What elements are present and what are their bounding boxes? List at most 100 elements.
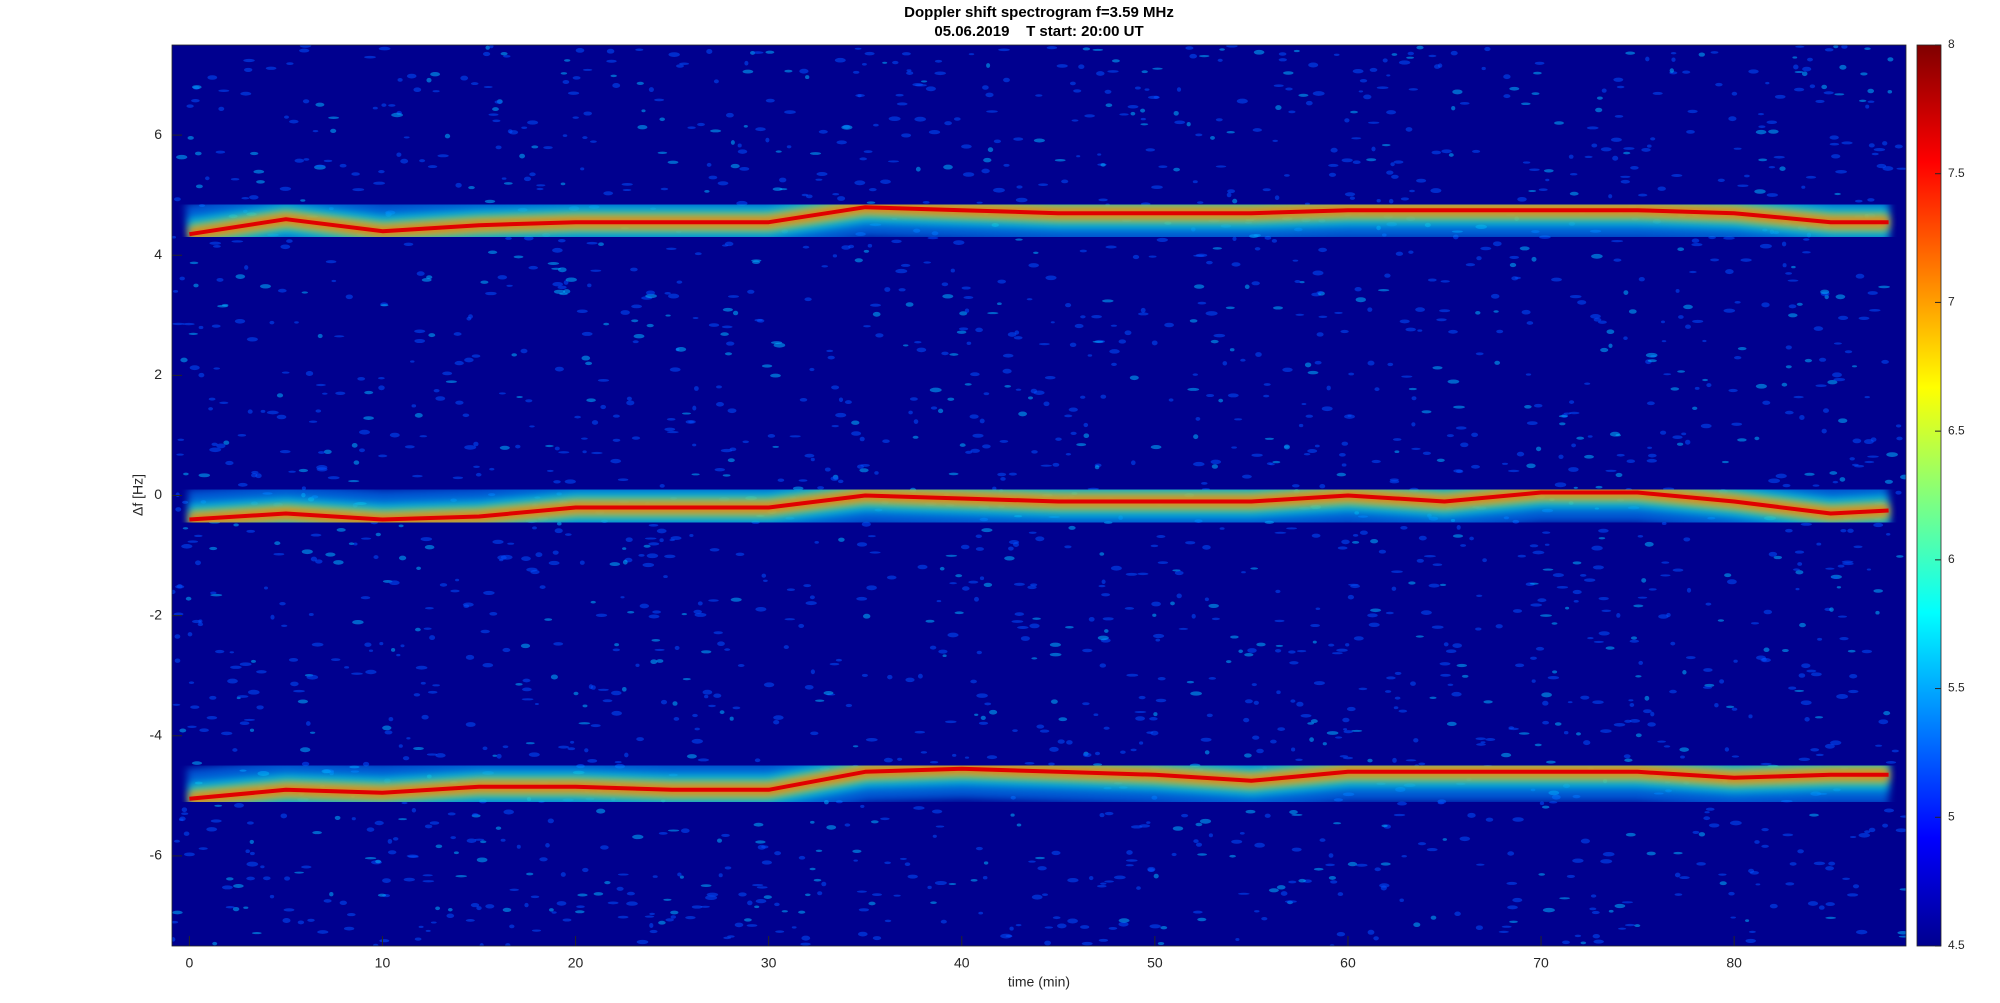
speckle — [1795, 570, 1804, 575]
speckle — [1097, 635, 1109, 641]
speckle — [701, 650, 712, 654]
speckle — [803, 584, 812, 588]
speckle — [211, 442, 218, 446]
speckle — [1100, 882, 1107, 885]
colorbar-tick-label: 6.5 — [1948, 423, 1965, 437]
speckle — [864, 51, 875, 56]
speckle — [1789, 862, 1797, 866]
speckle — [1755, 129, 1767, 135]
speckle — [1398, 709, 1408, 713]
speckle — [944, 121, 952, 126]
speckle — [1065, 626, 1074, 629]
speckle — [1150, 544, 1159, 548]
speckle — [552, 281, 564, 287]
speckle — [323, 159, 333, 163]
speckle — [1103, 726, 1110, 730]
speckle — [1601, 609, 1612, 612]
speckle — [681, 412, 692, 415]
speckle — [1010, 813, 1015, 817]
speckle — [1328, 853, 1334, 858]
speckle — [821, 265, 829, 268]
speckle — [1595, 107, 1603, 113]
speckle — [1501, 925, 1512, 928]
speckle — [612, 414, 620, 418]
speckle — [1138, 741, 1144, 745]
speckle — [870, 820, 879, 824]
speckle — [978, 911, 984, 915]
speckle — [873, 123, 879, 127]
speckle — [562, 918, 572, 922]
speckle — [882, 61, 888, 64]
speckle — [462, 413, 470, 418]
speckle — [1415, 307, 1425, 312]
speckle — [300, 747, 311, 753]
speckle — [175, 492, 180, 497]
speckle — [580, 167, 585, 171]
speckle — [1674, 872, 1681, 878]
speckle — [610, 458, 622, 464]
speckle — [1003, 77, 1010, 83]
speckle — [1312, 270, 1324, 276]
speckle — [1004, 385, 1012, 388]
speckle — [676, 280, 683, 284]
speckle — [1352, 68, 1364, 74]
speckle — [526, 872, 534, 876]
speckle — [895, 93, 904, 97]
speckle — [547, 818, 554, 824]
speckle — [1390, 162, 1395, 167]
speckle — [247, 409, 253, 414]
speckle — [505, 943, 511, 946]
speckle — [772, 187, 783, 191]
speckle — [450, 589, 460, 593]
speckle — [1386, 74, 1391, 77]
speckle — [1157, 561, 1169, 564]
speckle — [1336, 648, 1348, 652]
speckle — [543, 146, 553, 150]
speckle — [767, 434, 776, 438]
speckle — [1319, 838, 1326, 842]
speckle — [1284, 900, 1297, 903]
speckle — [479, 840, 487, 844]
speckle — [817, 891, 823, 896]
speckle — [1670, 387, 1680, 391]
speckle — [1211, 617, 1220, 621]
speckle — [869, 551, 881, 554]
speckle — [737, 664, 745, 667]
speckle — [315, 409, 322, 413]
speckle — [389, 432, 400, 438]
speckle — [1882, 823, 1889, 828]
speckle — [186, 104, 194, 108]
speckle — [1033, 390, 1045, 395]
speckle — [930, 406, 938, 410]
speckle — [217, 304, 229, 308]
speckle — [1378, 549, 1387, 554]
speckle — [948, 882, 957, 886]
speckle — [328, 116, 340, 120]
speckle — [1082, 702, 1090, 706]
speckle — [1593, 640, 1604, 643]
speckle — [1384, 273, 1391, 278]
speckle — [1900, 474, 1906, 480]
speckle — [1731, 91, 1738, 96]
speckle — [804, 297, 812, 302]
speckle — [643, 544, 651, 548]
speckle — [198, 325, 204, 330]
speckle — [1558, 415, 1568, 418]
speckle — [884, 861, 891, 865]
speckle — [301, 291, 309, 294]
speckle — [974, 596, 979, 602]
speckle — [521, 698, 534, 701]
speckle — [763, 895, 772, 899]
speckle — [465, 654, 475, 660]
speckle — [1416, 558, 1424, 563]
speckle — [1876, 163, 1887, 169]
speckle — [428, 333, 436, 338]
speckle — [1650, 137, 1656, 141]
speckle — [1700, 423, 1712, 429]
speckle — [841, 245, 851, 250]
speckle — [1788, 304, 1797, 309]
speckle — [1650, 711, 1655, 717]
speckle — [1437, 63, 1443, 68]
speckle — [1027, 396, 1034, 400]
speckle — [986, 63, 991, 68]
